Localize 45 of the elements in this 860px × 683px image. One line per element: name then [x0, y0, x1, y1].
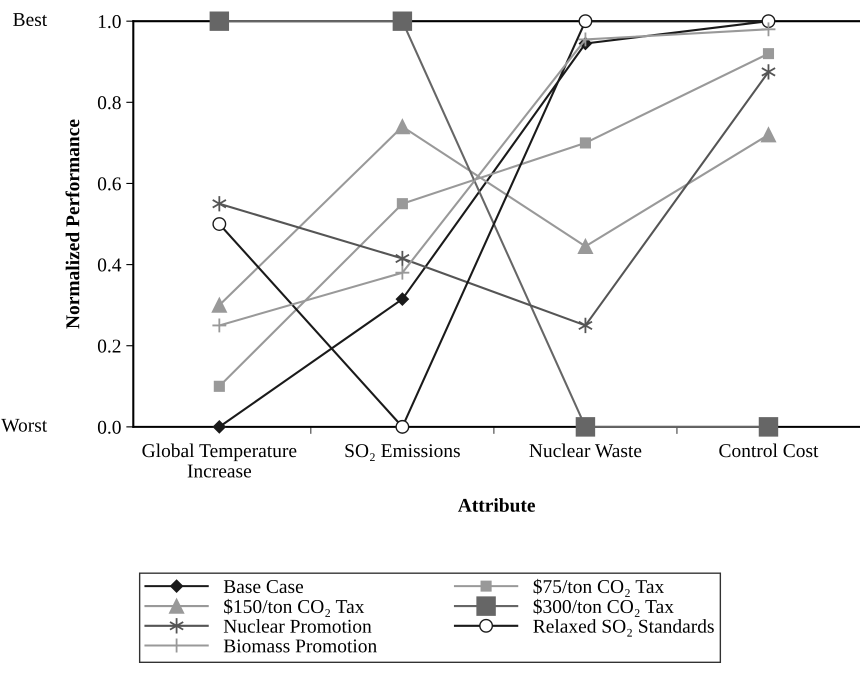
point — [578, 316, 593, 334]
point — [394, 119, 410, 134]
x-tick-label: SO₂ Emissions — [345, 444, 460, 461]
legend-label: Base Case — [224, 580, 304, 594]
text: Worst — [1, 418, 48, 432]
point — [578, 32, 594, 48]
point — [578, 238, 594, 254]
text: Best — [13, 13, 48, 26]
point — [578, 14, 592, 28]
point — [211, 318, 228, 334]
y-tick-label: 0.8 — [98, 96, 121, 110]
point — [212, 217, 226, 231]
y-tick-label: 0.6 — [98, 177, 121, 190]
point — [214, 380, 225, 392]
legend-label: $150/ton CO₂ Tax — [224, 598, 364, 617]
point — [394, 250, 410, 268]
point — [758, 417, 778, 437]
point — [760, 63, 776, 80]
point — [394, 264, 410, 281]
point — [212, 420, 226, 434]
point — [210, 11, 230, 31]
point — [762, 48, 774, 60]
x-tick-label: Control Cost — [719, 444, 818, 458]
legend-label: Biomass Promotion — [224, 639, 377, 652]
legend-label: $300/ton CO₂ Tax — [534, 598, 674, 617]
legend-label: Nuclear Promotion — [224, 619, 372, 633]
y-tick-label: 0.0 — [98, 420, 121, 434]
point — [212, 298, 227, 313]
y-axis-title: Normalized Performance — [65, 120, 80, 329]
point — [396, 198, 408, 210]
point — [576, 417, 596, 437]
point — [396, 292, 409, 306]
y-tick-label: 0.4 — [98, 258, 122, 272]
point — [760, 127, 776, 142]
x-tick-label: Global Temperature Increase — [142, 444, 296, 478]
legend-label: $75/ton CO₂ Tax — [534, 578, 664, 597]
y-tick-label: 0.2 — [98, 340, 120, 353]
point — [395, 420, 410, 434]
point — [392, 11, 412, 31]
point — [760, 21, 776, 38]
point — [580, 137, 591, 148]
x-axis-title: Attribute — [458, 498, 536, 512]
legend-label: Relaxed SO₂ Standards — [533, 619, 714, 637]
x-tick-label: Nuclear Waste — [529, 444, 642, 458]
y-tick-label: 1.0 — [98, 14, 121, 28]
